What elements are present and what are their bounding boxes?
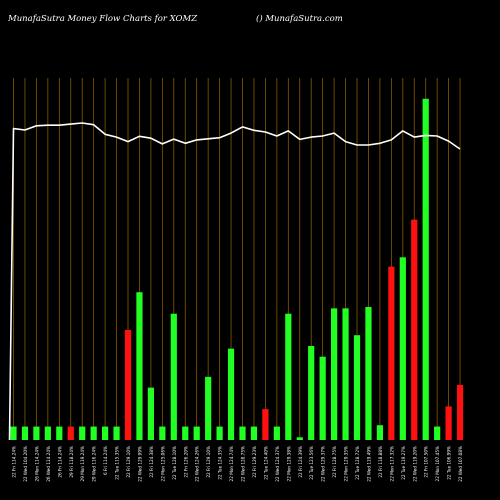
volume-bar bbox=[193, 426, 200, 440]
x-tick-label: 22 Wed 104.20% bbox=[23, 446, 28, 482]
volume-bar bbox=[456, 384, 464, 440]
volume-bar bbox=[388, 266, 395, 440]
volume-bar bbox=[239, 426, 246, 440]
money-flow-line-group bbox=[8, 122, 461, 441]
x-tick-label: 22 Tue 128.72% bbox=[355, 446, 360, 480]
x-tick-label: 22 Tue 128.10% bbox=[172, 446, 177, 480]
x-tick-label: 22 Mon 117.32% bbox=[389, 446, 394, 481]
x-tick-label: 22 Wed 129.99% bbox=[137, 446, 142, 482]
volume-bar bbox=[445, 406, 452, 440]
x-tick-label: 29 Mon 119.24% bbox=[80, 446, 85, 481]
x-tick-label: 22 Fri 114.24% bbox=[12, 446, 17, 478]
x-tick-label: 22 Mon 129.38% bbox=[286, 446, 291, 481]
volume-bar bbox=[102, 426, 109, 440]
volume-bar bbox=[250, 426, 258, 440]
x-tick-label: 22 Fri 129.23% bbox=[252, 446, 257, 478]
volume-bar bbox=[182, 426, 189, 440]
x-tick-label: 22 Tue 124.35% bbox=[218, 446, 223, 480]
volume-bar bbox=[147, 387, 154, 440]
volume-bar bbox=[159, 426, 166, 440]
x-tick-label: 29 Fri 118.24% bbox=[69, 446, 74, 478]
volume-bar bbox=[10, 426, 17, 440]
volume-bar bbox=[21, 426, 29, 440]
volume-bar bbox=[205, 376, 212, 440]
volume-bar bbox=[67, 426, 74, 440]
volume-bar bbox=[285, 313, 292, 440]
x-tick-label: 22 Mon 125.06% bbox=[160, 446, 165, 481]
volume-bar bbox=[353, 335, 361, 440]
volume-bar bbox=[422, 98, 429, 441]
volume-bars bbox=[10, 98, 464, 441]
x-tick-label: 22 Fri 124.39% bbox=[298, 446, 303, 478]
volume-bar bbox=[376, 425, 383, 440]
x-tick-label: 22 Fri 118.88% bbox=[378, 446, 383, 478]
volume-bar bbox=[136, 292, 143, 440]
volume-bar bbox=[33, 426, 40, 440]
volume-bar bbox=[308, 345, 315, 440]
x-tick-label: 22 Tue 123.56% bbox=[309, 446, 314, 480]
x-tick-label: 22 Wed 107.08% bbox=[458, 446, 463, 482]
volume-bar bbox=[262, 409, 269, 440]
volume-bar bbox=[170, 313, 177, 440]
x-tick-label: 22 Tue 124.40% bbox=[263, 446, 268, 480]
volume-bar bbox=[113, 426, 120, 440]
x-tick-label: 22 Fri 128.75% bbox=[332, 446, 337, 478]
x-tick-label: 22 Wed 128.75% bbox=[241, 446, 246, 482]
volume-bar bbox=[434, 426, 441, 440]
x-tick-label: 22 Mon 129.35% bbox=[344, 446, 349, 481]
x-tick-label: 22 Tue 119.27% bbox=[401, 446, 406, 480]
x-tick-label: 22 Wed 119.49% bbox=[366, 446, 371, 482]
x-tick-label: 22 Fri 129.10% bbox=[206, 446, 211, 478]
x-tick-label: 26 Wed 114.24% bbox=[46, 446, 51, 482]
site-label: () MunafaSutra.com bbox=[256, 14, 343, 24]
x-tick-label: 26 Fri 114.24% bbox=[57, 446, 62, 478]
x-tick-label: 26 Mon 114.24% bbox=[34, 446, 39, 481]
chart-title: MunafaSutra Money Flow Charts for XOMZ bbox=[8, 14, 198, 24]
volume-bar bbox=[365, 307, 372, 440]
x-tick-label: 22 Mon 124.74% bbox=[229, 446, 234, 481]
volume-bar bbox=[342, 308, 349, 440]
x-tick-label: 22 Fri 129.10% bbox=[126, 446, 131, 478]
x-tick-label: 22 Fri 126.20% bbox=[183, 446, 188, 478]
volume-bar bbox=[124, 329, 132, 440]
x-tick-label: 22 Tue 106.99% bbox=[447, 446, 452, 480]
x-tick-label: 22 Wed 124.37% bbox=[275, 446, 280, 482]
volume-bar bbox=[79, 426, 86, 440]
volume-bar bbox=[216, 426, 223, 440]
x-tick-label: 22 Tue 115.35% bbox=[115, 446, 120, 480]
volume-bar bbox=[273, 426, 280, 440]
x-tick-label: 22 Wed 124.26% bbox=[195, 446, 200, 482]
volume-bar bbox=[227, 348, 235, 440]
x-tick-label: 22 Wed 119.20% bbox=[412, 446, 417, 482]
volume-bar bbox=[411, 219, 418, 440]
x-tick-label: 22 Fri 107.50% bbox=[424, 446, 429, 478]
money-flow-line bbox=[8, 122, 461, 441]
x-tick-label: 22 Fri 124.38% bbox=[149, 446, 154, 478]
x-tick-label: 6 Fri 114.24% bbox=[103, 446, 108, 475]
volume-bar bbox=[56, 426, 63, 440]
x-tick-label: 22 Mon 107.45% bbox=[435, 446, 440, 481]
volume-bar bbox=[44, 426, 51, 440]
volume-bar bbox=[399, 257, 406, 440]
x-tick-label: 22 Wed 129.37% bbox=[321, 446, 326, 482]
x-tick-label: 29 Wed 116.24% bbox=[92, 446, 97, 482]
volume-bar bbox=[331, 308, 338, 440]
volume-bar bbox=[296, 437, 303, 440]
x-tick-labels: 22 Fri 114.24% 22 Wed 104.20% 26 Mon 114.2… bbox=[12, 446, 464, 482]
volume-bar bbox=[90, 426, 97, 440]
volume-bar bbox=[319, 356, 326, 440]
